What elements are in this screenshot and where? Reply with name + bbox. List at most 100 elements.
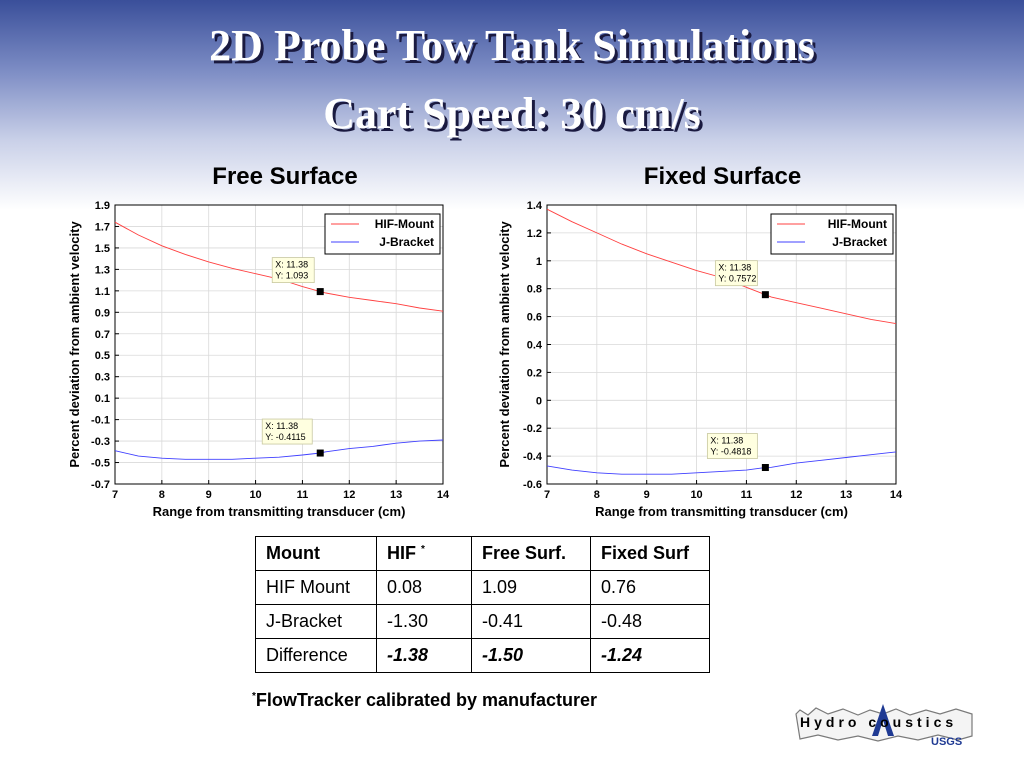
data-tip-x: X: 11.38 [710,436,743,446]
y-tick-label: 1.2 [527,228,542,240]
y-tick-label: 0.7 [95,329,110,341]
y-tick-label: 1.9 [95,200,110,212]
y-tick-label: 0 [536,395,542,407]
data-tip-box [706,433,758,459]
chart-free-surface: 7 8 9 10 11 12 13 14 -0.7 -0.5 -0.3 -0.1 0.1 0.3 0.5 0.… [67,200,450,519]
y-tick-label: 0.3 [95,372,110,384]
x-tick-label: 8 [159,489,165,501]
x-tick-label: 14 [890,489,903,501]
data-tip-y: Y: 0.7572 [718,274,756,284]
y-tick-label: 0.8 [527,284,542,296]
legend-box [770,213,894,255]
x-tick-label: 7 [544,489,550,501]
chart-fixed-surface: 7 8 9 10 11 12 13 14 -0.6 -0.4 -0.2 0 0.2 0.4 0.6 0.8 1 1… [497,200,903,519]
y-tick-label: -0.2 [523,423,542,435]
plot-frame [546,204,897,485]
y-tick-label: 1.7 [95,221,110,233]
y-tick-label: 0.2 [527,367,542,379]
slide-title-line1: 2D Probe Tow Tank Simulations [209,21,815,70]
series-line-j-bracket [114,439,444,460]
table-cell: -1.24 [590,638,710,673]
data-tip-x: X: 11.38 [718,263,751,273]
legend-entry: J-Bracket [832,235,887,249]
data-tip-x: X: 11.38 [275,260,308,270]
table-header-hif-marker: * [421,544,425,555]
x-tick-label: 12 [343,489,355,501]
table-header-hif: HIF * [376,536,472,571]
table-row: HIF Mount 0.08 1.09 0.76 [255,570,710,605]
table-header-row: Mount HIF * Free Surf. Fixed Surf [255,536,710,571]
chart-title-fixed-surface: Fixed Surface [643,163,802,190]
table-header-mount: Mount [255,536,377,571]
y-tick-label: 1.3 [95,264,110,276]
logo-text: Hydro coustics [800,714,957,730]
data-tip-marker [316,288,324,296]
chart-title-free-surface: Free Surface [212,163,358,190]
table-cell: J-Bracket [255,604,377,639]
legend-entry: J-Bracket [379,235,434,249]
logo-wave-shape [795,707,973,742]
footnote: *FlowTracker calibrated by manufacturer [252,690,597,711]
y-tick-label: -0.5 [91,458,110,470]
data-tip-y: Y: -0.4115 [265,432,305,442]
data-tip-marker [761,291,769,299]
data-tip-y: Y: -0.4818 [710,447,751,457]
x-tick-label: 10 [690,489,702,501]
data-tip-marker [761,464,769,472]
legend-entry: HIF-Mount [375,217,434,231]
results-table: Mount HIF * Free Surf. Fixed Surf HIF Mo… [255,536,710,673]
y-tick-label: 1.5 [95,243,110,255]
table-cell: -1.38 [376,638,472,673]
table-cell: 1.09 [471,570,591,605]
x-tick-label: 14 [437,489,450,501]
series-line-j-bracket [546,451,897,475]
y-tick-label: -0.4 [523,451,543,463]
y-tick-label: -0.7 [91,479,110,491]
x-tick-label: 9 [644,489,650,501]
table-header-free-surf: Free Surf. [471,536,591,571]
y-tick-label: 1.4 [527,200,543,212]
y-axis-label: Percent deviation from ambient velocity [67,221,82,468]
table-row: J-Bracket -1.30 -0.41 -0.48 [255,604,710,639]
y-tick-label: 0.9 [95,307,110,319]
legend-box [324,213,441,255]
table-cell: 0.08 [376,570,472,605]
y-tick-label: -0.6 [523,479,542,491]
data-tip-box [714,260,758,287]
x-tick-label: 12 [790,489,802,501]
x-axis-label: Range from transmitting transducer (cm) [153,504,406,519]
table-cell: -0.48 [590,604,710,639]
x-axis-label: Range from transmitting transducer (cm) [595,504,848,519]
x-tick-label: 11 [741,489,753,501]
table-row: Difference -1.38 -1.50 -1.24 [255,638,710,673]
x-tick-label: 13 [840,489,852,501]
table-cell: 0.76 [590,570,710,605]
x-tick-label: 10 [249,489,261,501]
x-tick-label: 8 [594,489,600,501]
logo-a-mark [872,704,894,736]
footnote-text: FlowTracker calibrated by manufacturer [255,690,598,710]
table-cell: Difference [255,638,377,673]
plot-frame [114,204,444,485]
data-tip-y: Y: 1.093 [275,271,308,281]
x-tick-label: 13 [390,489,402,501]
data-tip-marker [316,449,324,457]
footnote-marker: * [252,691,256,702]
table-cell: -0.41 [471,604,591,639]
y-tick-label: 1.1 [95,286,110,298]
table-cell: -1.30 [376,604,472,639]
table-header-hif-label: HIF [387,543,416,563]
y-tick-label: 1 [536,256,542,268]
data-tip-box [271,257,315,283]
data-tip-box [261,418,313,445]
table-header-fixed-surf: Fixed Surf [590,536,710,571]
hydroacoustics-logo: Hydro coustics USGS [795,704,973,748]
y-tick-label: 0.4 [527,340,543,352]
y-tick-label: 0.1 [95,393,110,405]
table-cell: HIF Mount [255,570,377,605]
x-tick-label: 9 [206,489,212,501]
slide-title-line2: Cart Speed: 30 cm/s [323,89,701,138]
x-tick-label: 7 [112,489,118,501]
x-tick-label: 11 [297,489,309,501]
table-cell: -1.50 [471,638,591,673]
